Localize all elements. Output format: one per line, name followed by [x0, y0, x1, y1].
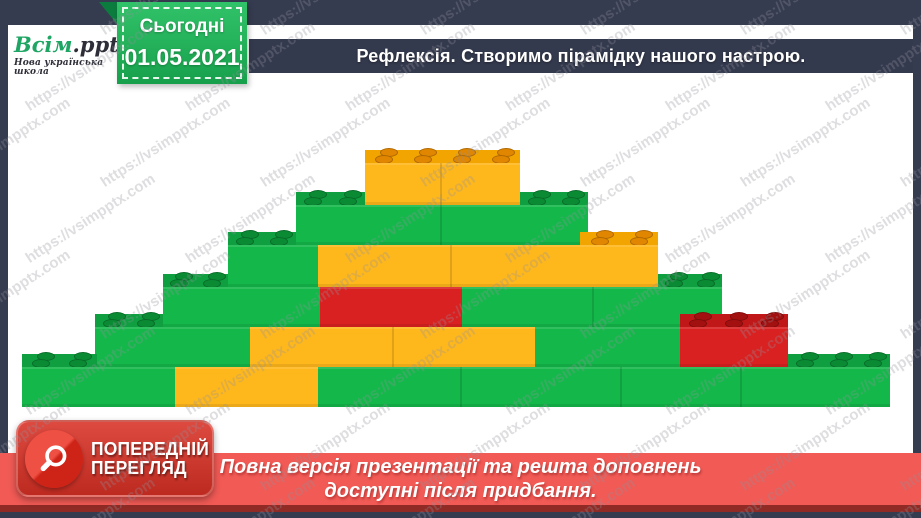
slide-title-bar: Рефлексія. Створимо пірамідку нашого нас…: [249, 39, 913, 73]
date-badge-inner: Сьогодні 01.05.2021: [122, 7, 242, 79]
lego-brick: [535, 327, 680, 367]
lego-brick: [296, 205, 588, 245]
brick-seam: [620, 367, 622, 407]
lego-brick: [163, 287, 320, 327]
purchase-banner-line2: доступні після придбання.: [324, 479, 597, 502]
slide-title: Рефлексія. Створимо пірамідку нашого нас…: [356, 45, 806, 66]
purchase-banner: Повна версія презентації та решта доповн…: [0, 453, 921, 505]
brand-subtitle: Нова українська школа: [14, 58, 104, 77]
lego-brick: [365, 163, 520, 205]
brick-seam: [740, 367, 742, 407]
lego-brick: [95, 327, 250, 367]
brick-seam: [460, 367, 462, 407]
preview-badge-text: ПОПЕРЕДНІЙ ПЕРЕГЛЯД: [91, 438, 210, 478]
lego-brick: [318, 367, 890, 407]
lego-brick: [22, 367, 97, 407]
preview-badge[interactable]: ПОПЕРЕДНІЙ ПЕРЕГЛЯД: [16, 420, 214, 497]
date-badge-label: Сьогодні: [139, 15, 225, 37]
lego-brick: [680, 327, 788, 367]
preview-badge-line1: ПОПЕРЕДНІЙ: [91, 438, 210, 459]
magnifier-icon: [25, 429, 83, 488]
lego-brick: [318, 245, 658, 287]
brick-seam: [450, 245, 452, 287]
brick-seam: [440, 205, 442, 245]
purchase-banner-line1: Повна версія презентації та решта доповн…: [219, 455, 702, 478]
lego-brick: [175, 367, 318, 407]
preview-badge-line2: ПЕРЕГЛЯД: [91, 457, 187, 478]
lego-brick: [250, 327, 535, 367]
brick-seam: [392, 327, 394, 367]
brick-seam: [440, 163, 442, 205]
lego-brick: [97, 367, 175, 407]
lego-brick: [320, 287, 462, 327]
brand-logo: Всім.pptx Нова українська школа: [14, 34, 134, 77]
brand-name-dark: .pptx: [72, 32, 132, 57]
lego-brick: [462, 287, 722, 327]
lego-brick: [228, 245, 318, 287]
brand-name-green: Всім: [14, 32, 73, 57]
date-badge: Сьогодні 01.05.2021: [117, 2, 247, 84]
date-badge-date: 01.05.2021: [124, 43, 240, 70]
banner-bottom-strip: [0, 505, 921, 512]
ribbon-fold: [99, 2, 117, 24]
lego-brick-top: [365, 150, 520, 164]
brick-seam: [592, 287, 594, 327]
brand-name: Всім.pptx: [14, 34, 134, 55]
